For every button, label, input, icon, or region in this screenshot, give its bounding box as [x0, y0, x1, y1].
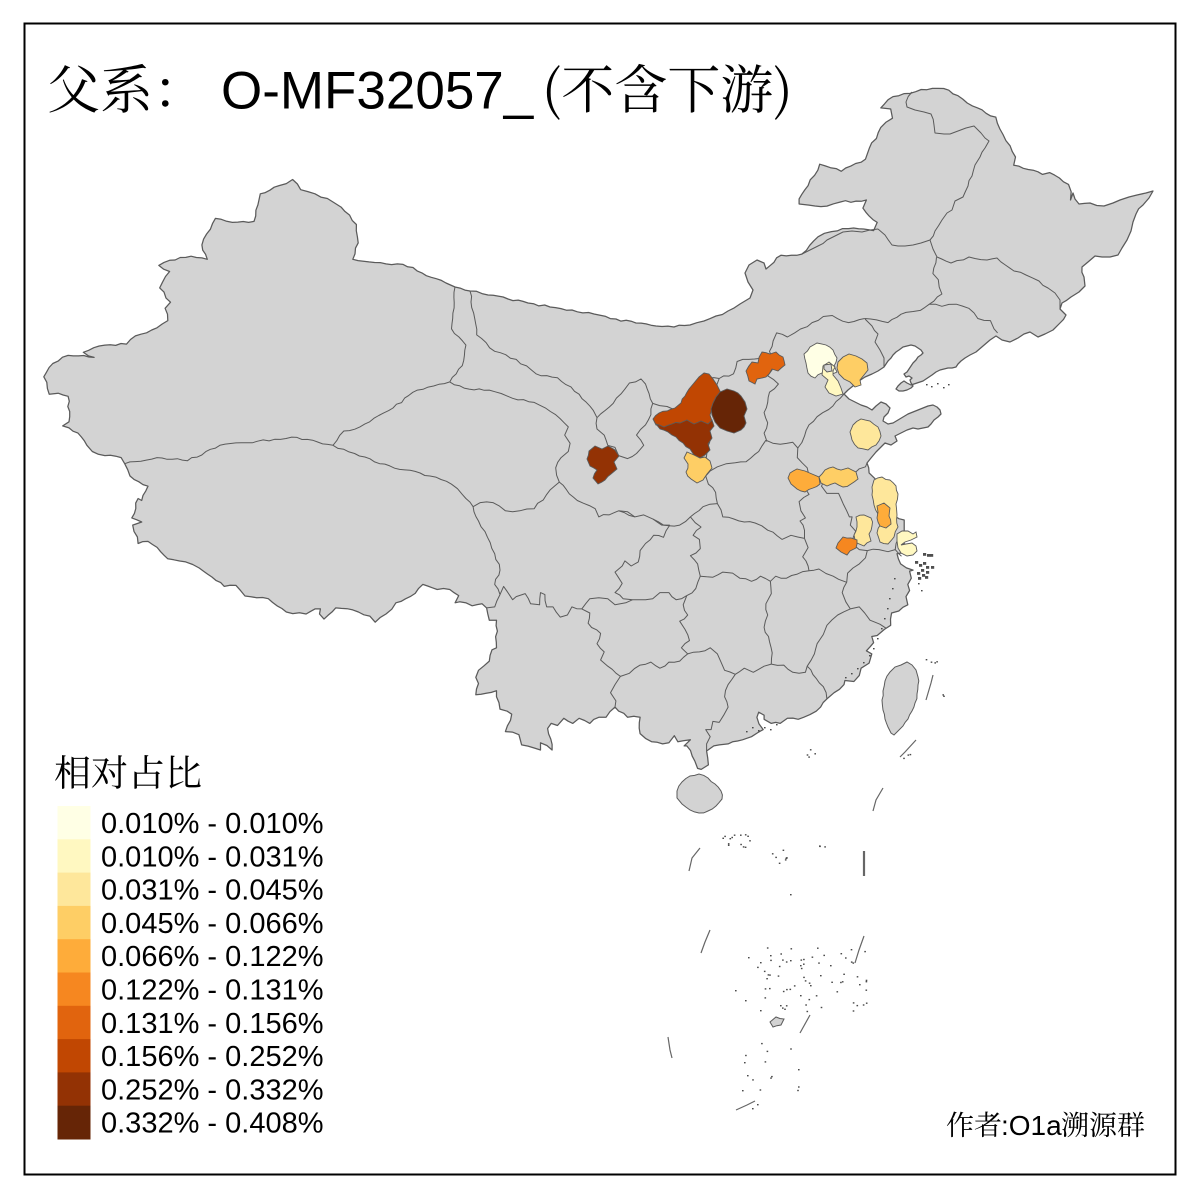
svg-text:0.010% - 0.010%: 0.010% - 0.010%	[101, 808, 323, 840]
svg-text:0.031% - 0.045%: 0.031% - 0.045%	[101, 875, 323, 907]
svg-text:O-MF32057_: O-MF32057_	[221, 62, 535, 121]
svg-text:0.122% - 0.131%: 0.122% - 0.131%	[101, 975, 323, 1007]
svg-text:0.045% - 0.066%: 0.045% - 0.066%	[101, 908, 323, 940]
svg-text:0.332% - 0.408%: 0.332% - 0.408%	[101, 1108, 323, 1140]
svg-text:0.252% - 0.332%: 0.252% - 0.332%	[101, 1074, 323, 1106]
svg-text:0.131% - 0.156%: 0.131% - 0.156%	[101, 1008, 323, 1040]
svg-text:0.010% - 0.031%: 0.010% - 0.031%	[101, 841, 323, 873]
svg-text:0.066% - 0.122%: 0.066% - 0.122%	[101, 941, 323, 973]
svg-text::O1a: :O1a	[1001, 1110, 1062, 1141]
svg-text:0.156% - 0.252%: 0.156% - 0.252%	[101, 1041, 323, 1073]
